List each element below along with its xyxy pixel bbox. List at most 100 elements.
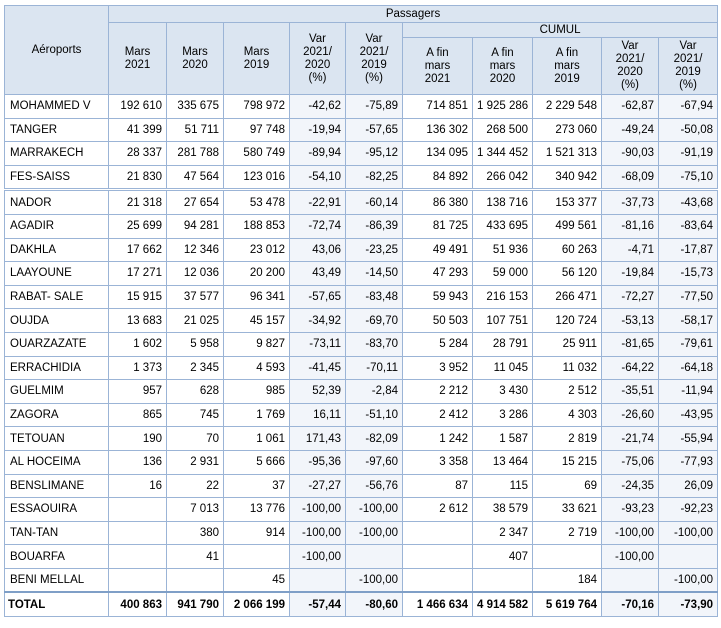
value-cell	[345, 544, 403, 569]
value-cell: 2 347	[472, 520, 533, 546]
value-cell: 17 662	[108, 237, 167, 263]
value-cell: 11 045	[472, 355, 533, 381]
cumul-header: CUMUL	[401, 22, 719, 38]
value-cell: -64,22	[601, 355, 659, 381]
value-cell	[657, 544, 719, 569]
value-cell	[402, 544, 473, 569]
value-cell: 190	[108, 426, 167, 451]
value-cell: 59 943	[402, 284, 473, 310]
value-cell: -37,73	[601, 188, 659, 215]
value-cell: -57,65	[289, 284, 346, 310]
value-cell: 268 500	[472, 117, 533, 143]
value-cell	[601, 567, 659, 593]
value-cell	[108, 497, 167, 522]
table-row: OUARZAZATE 1 602 5 958 9 827 -73,11 -83,70 5 2…	[4, 331, 719, 357]
table-row: ESSAOUIRA 7 013 13 776 -100,00 -100,00 2 612 3…	[4, 497, 719, 522]
value-cell: -100,00	[345, 497, 403, 522]
value-cell: 16	[108, 473, 167, 499]
value-cell: 136 302	[402, 117, 473, 143]
value-cell: -27,27	[289, 473, 346, 499]
value-cell: -75,89	[345, 94, 403, 119]
value-cell: 3 430	[472, 379, 533, 404]
value-cell: 580 749	[223, 141, 290, 166]
value-cell: 5 619 764	[532, 591, 602, 618]
value-cell: -14,50	[345, 261, 403, 286]
value-cell: 13 683	[108, 308, 167, 333]
table-row: RABAT- SALE 15 915 37 577 96 341 -57,65 -83,4…	[4, 284, 719, 310]
value-cell: 21 025	[166, 308, 224, 333]
value-cell: 281 788	[166, 141, 224, 166]
value-cell	[108, 544, 167, 569]
airport-header: Aéroports	[4, 5, 109, 95]
table-row: MOHAMMED V 192 610 335 675 798 972 -42,62 -75…	[4, 94, 719, 119]
value-cell: 153 377	[532, 188, 602, 215]
value-cell: -69,70	[345, 308, 403, 333]
value-cell: 16,11	[289, 402, 346, 428]
table-row: OUJDA 13 683 21 025 45 157 -34,92 -69,70 50 50…	[4, 308, 719, 333]
value-cell: 2 066 199	[223, 591, 290, 618]
column-header: Var 2021/ 2019 (%)	[657, 37, 719, 95]
value-cell: 15 915	[108, 284, 167, 310]
value-cell: -83,48	[345, 284, 403, 310]
airport-cell: TETOUAN	[4, 426, 109, 451]
passagers-header: Passagers	[107, 5, 719, 23]
value-cell: 123 016	[223, 164, 290, 191]
value-cell: 107 751	[472, 308, 533, 333]
value-cell: 745	[166, 402, 224, 428]
value-cell: 17 271	[108, 261, 167, 286]
value-cell: 184	[532, 567, 602, 593]
value-cell: 20 200	[223, 261, 290, 286]
value-cell: -80,60	[345, 591, 403, 618]
airport-cell: BENSLIMANE	[4, 473, 109, 499]
value-cell: 985	[223, 379, 290, 404]
value-cell: -19,84	[601, 261, 659, 286]
value-cell: 23 012	[223, 237, 290, 263]
value-cell: 433 695	[472, 213, 533, 239]
value-cell: 21 318	[108, 188, 167, 215]
value-cell: 3 358	[402, 449, 473, 475]
airport-cell: TANGER	[4, 117, 109, 143]
value-cell: 134 095	[402, 141, 473, 166]
value-cell: 97 748	[223, 117, 290, 143]
value-cell	[223, 544, 290, 569]
value-cell: 2 819	[532, 426, 602, 451]
value-cell: 28 791	[472, 331, 533, 357]
value-cell: -17,87	[657, 237, 719, 263]
value-cell: 81 725	[402, 213, 473, 239]
value-cell: 41 399	[108, 117, 167, 143]
value-cell: 86 380	[402, 188, 473, 215]
value-cell: 41	[166, 544, 224, 569]
value-cell: 47 564	[166, 164, 224, 191]
value-cell: 59 000	[472, 261, 533, 286]
value-cell: 37 577	[166, 284, 224, 310]
table-row: TAN-TAN 380 914 -100,00 -100,00 2 347 2 719 -10…	[4, 520, 719, 546]
value-cell	[166, 567, 224, 593]
value-cell: -95,36	[289, 449, 346, 475]
value-cell: -81,16	[601, 213, 659, 239]
value-cell: -92,23	[657, 497, 719, 522]
airport-cell: AL HOCEIMA	[4, 449, 109, 475]
column-header: Mars 2021	[108, 22, 167, 95]
airport-cell: TOTAL	[4, 591, 109, 618]
value-cell: -53,13	[601, 308, 659, 333]
airport-cell: AGADIR	[4, 213, 109, 239]
value-cell: 9 827	[223, 331, 290, 357]
value-cell: -72,27	[601, 284, 659, 310]
value-cell: 798 972	[223, 94, 290, 119]
airport-cell: MARRAKECH	[4, 141, 109, 166]
value-cell: 266 471	[532, 284, 602, 310]
value-cell: 60 263	[532, 237, 602, 263]
value-cell: 171,43	[289, 426, 346, 451]
value-cell: 2 512	[532, 379, 602, 404]
column-header: A fin mars 2021	[402, 37, 473, 95]
airport-cell: FES-SAISS	[4, 164, 109, 191]
value-cell: 21 830	[108, 164, 167, 191]
value-cell: -4,71	[601, 237, 659, 263]
value-cell: 45 157	[223, 308, 290, 333]
value-cell: -79,61	[657, 331, 719, 357]
airport-cell: ZAGORA	[4, 402, 109, 428]
value-cell: 192 610	[108, 94, 167, 119]
value-cell: 43,49	[289, 261, 346, 286]
column-header: A fin mars 2020	[472, 37, 533, 95]
value-cell: 69	[532, 473, 602, 499]
